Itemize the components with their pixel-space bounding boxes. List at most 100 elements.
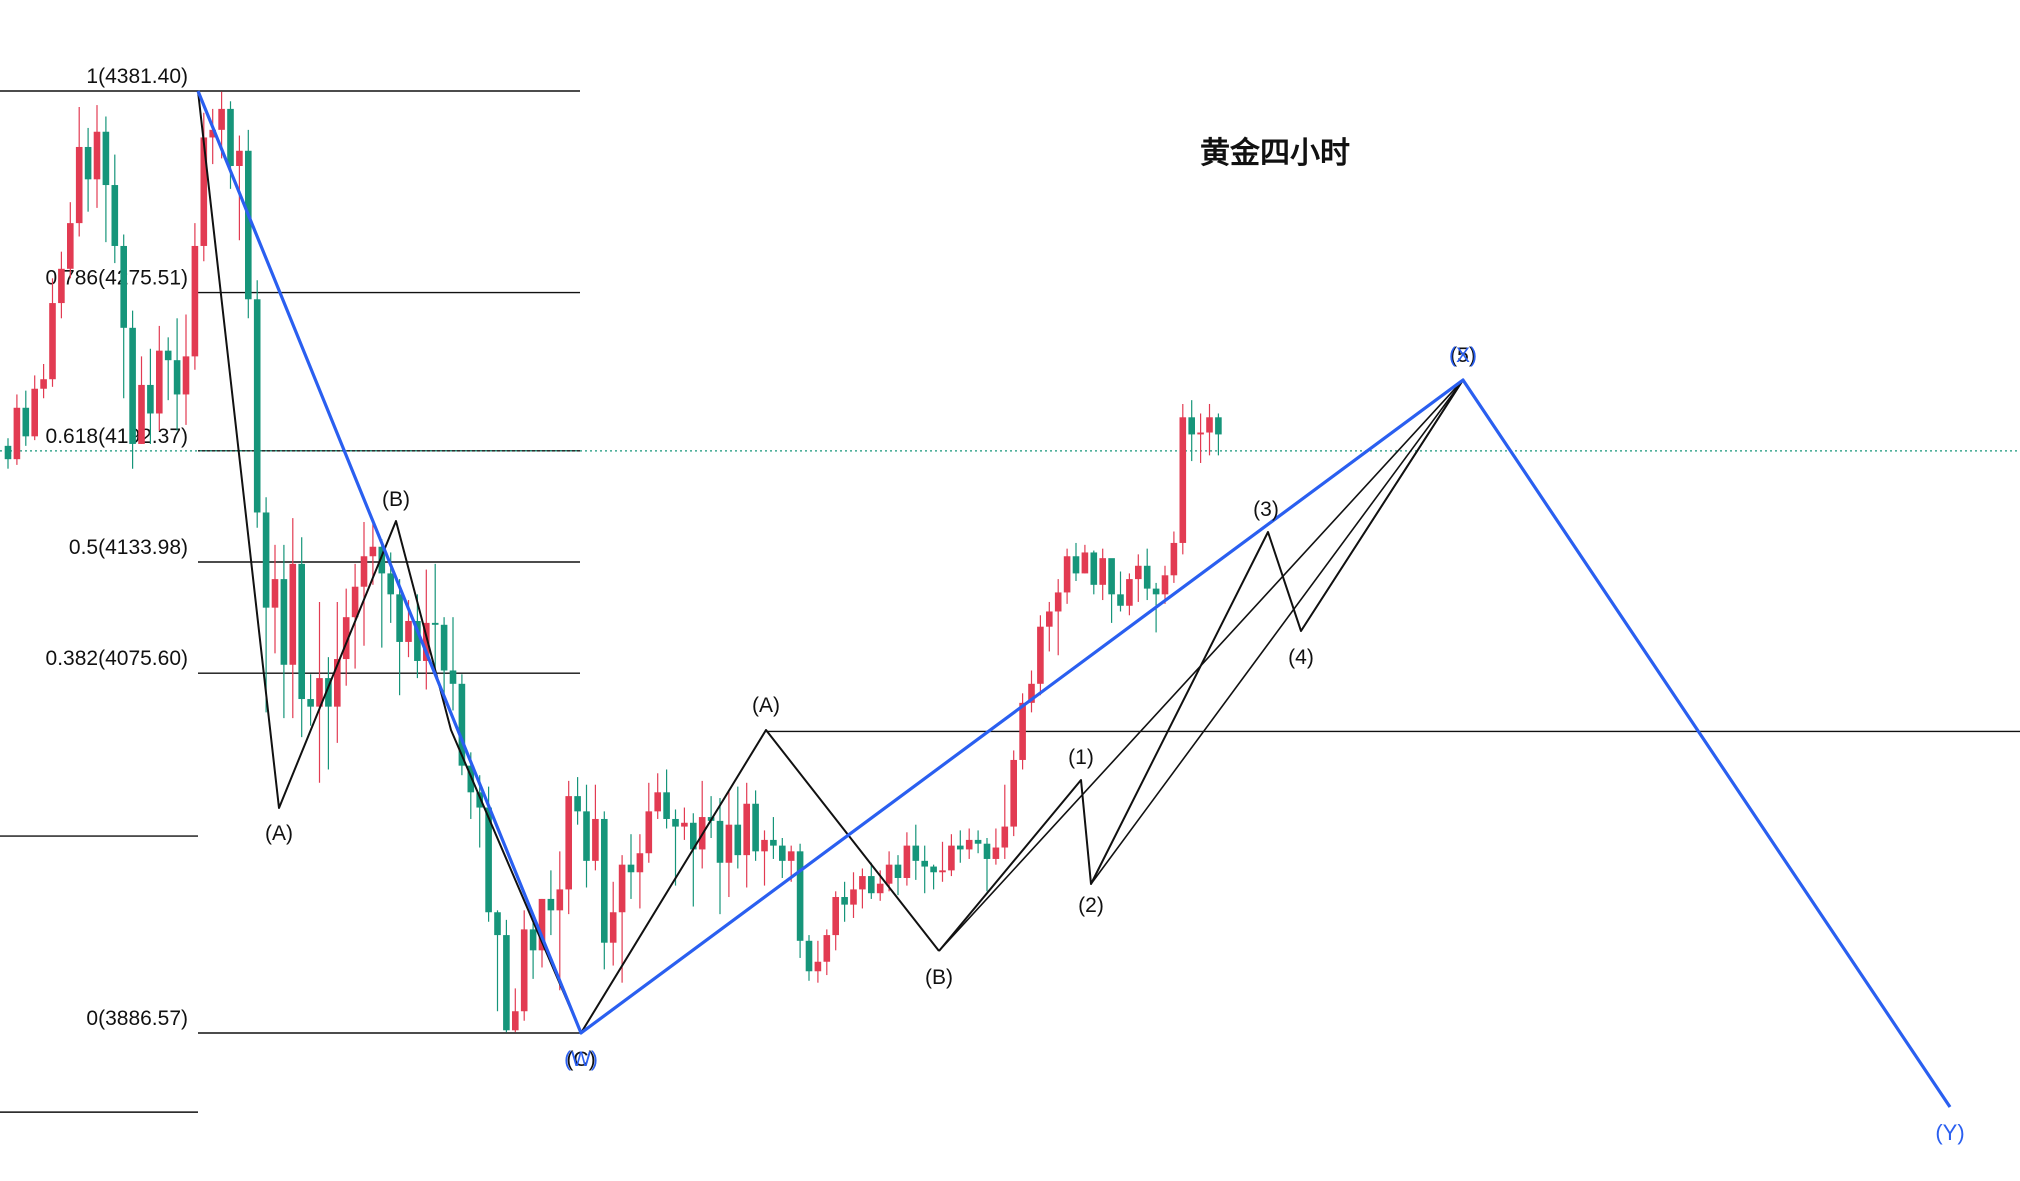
candle-down	[1117, 594, 1124, 606]
candle-down	[467, 765, 475, 793]
candle-down	[574, 796, 581, 812]
candle-up	[67, 223, 74, 269]
candle-down	[387, 573, 394, 595]
candle-up	[1126, 579, 1133, 606]
candle-up	[565, 796, 572, 890]
candle-down	[449, 670, 457, 684]
candle-down	[894, 864, 902, 878]
candle-down	[583, 811, 590, 861]
wave-label-b: (B)	[382, 488, 410, 511]
candle-up	[405, 620, 412, 642]
candle-up	[351, 586, 359, 618]
fib-level-label: 0.786(4275.51)	[46, 267, 188, 290]
candle-up	[1081, 552, 1089, 574]
candle-down	[805, 940, 813, 972]
candle-up	[1028, 683, 1035, 703]
wave-label-a: (A)	[265, 822, 293, 845]
candle-down	[494, 912, 501, 936]
candle-up	[369, 546, 377, 557]
fib-level-label: 0(3886.57)	[86, 1007, 188, 1030]
candle-down	[227, 108, 234, 167]
candles	[4, 91, 1222, 1033]
candle-down	[663, 792, 670, 819]
candle-down	[262, 512, 270, 608]
candle-down	[280, 579, 288, 665]
candle-up	[832, 897, 839, 936]
candle-down	[690, 822, 697, 850]
candle-up	[236, 150, 243, 167]
candle-up	[761, 839, 768, 852]
candle-up	[1135, 565, 1142, 580]
candle-down	[983, 843, 991, 859]
candle-up	[725, 824, 733, 863]
candle-up	[423, 622, 430, 661]
candle-up	[885, 864, 893, 884]
fibonacci-levels: 1(4381.40) 0.786(4275.51) 0.618(4192.37) 0.…	[0, 65, 580, 1034]
candle-up	[859, 876, 866, 890]
candle-up	[1099, 558, 1106, 585]
candle-down	[601, 818, 608, 943]
candle-up	[681, 822, 688, 827]
candle-up	[334, 659, 341, 707]
candle-up	[271, 579, 279, 608]
candle-up	[1054, 592, 1062, 612]
wave-line-primary	[196, 90, 1952, 1108]
wave-label-y: (Y)	[1935, 1120, 1964, 1145]
candle-up	[1161, 575, 1169, 595]
candle-up	[93, 131, 101, 180]
candle-up	[316, 678, 323, 707]
candle-up	[1037, 626, 1044, 684]
candle-up	[138, 384, 145, 444]
candle-down	[779, 845, 786, 861]
candle-up	[787, 851, 795, 861]
candle-down	[974, 839, 982, 844]
candle-down	[841, 897, 848, 905]
candle-up	[13, 407, 21, 460]
candle-up	[218, 108, 225, 130]
candle-up	[876, 883, 884, 894]
wave-channel-line	[1090, 379, 1464, 885]
wave-label-3: (3)	[1253, 498, 1279, 521]
horizontal-lines	[0, 730, 2020, 1113]
candle-up	[156, 350, 163, 414]
candle-up	[40, 379, 47, 389]
fib-level-label: 1(4381.40)	[86, 65, 188, 88]
candle-up	[592, 818, 599, 861]
candle-up	[1197, 432, 1204, 435]
candle-up	[609, 912, 617, 943]
candle-down	[752, 803, 759, 852]
candle-up	[209, 129, 216, 138]
candle-down	[476, 792, 483, 808]
wave-label-a: (A)	[752, 694, 780, 717]
fib-level-label: 0.382(4075.60)	[46, 647, 188, 670]
candle-down	[378, 546, 386, 574]
wave-channel-line	[1300, 379, 1464, 632]
wave-label-1: (1)	[1068, 746, 1094, 769]
candle-up	[992, 847, 1000, 859]
candle-down	[921, 860, 928, 867]
candle-down	[396, 594, 403, 642]
candle-up	[49, 303, 56, 380]
candle-up	[948, 845, 955, 871]
wave-channel-line	[938, 379, 1464, 952]
candle-up	[903, 845, 911, 878]
candle-down	[1108, 558, 1115, 595]
candle-down	[325, 678, 332, 707]
candle-down	[458, 683, 466, 766]
candle-down	[716, 820, 724, 863]
candle-up	[342, 617, 350, 660]
candle-up	[636, 853, 644, 873]
candle-down	[503, 935, 510, 1031]
candle-up	[1010, 759, 1017, 827]
candle-up	[1001, 826, 1009, 848]
candle-down	[173, 360, 181, 395]
wave-label-b: (B)	[925, 966, 953, 989]
wave-line-ab-up	[580, 729, 940, 1034]
candle-up	[618, 864, 626, 913]
chart-title: 黄金四小时	[1200, 136, 1350, 171]
candle-down	[120, 245, 127, 328]
candle-down	[1143, 565, 1151, 589]
fib-level-label: 0.618(4192.37)	[46, 425, 188, 448]
candle-up	[645, 811, 653, 854]
